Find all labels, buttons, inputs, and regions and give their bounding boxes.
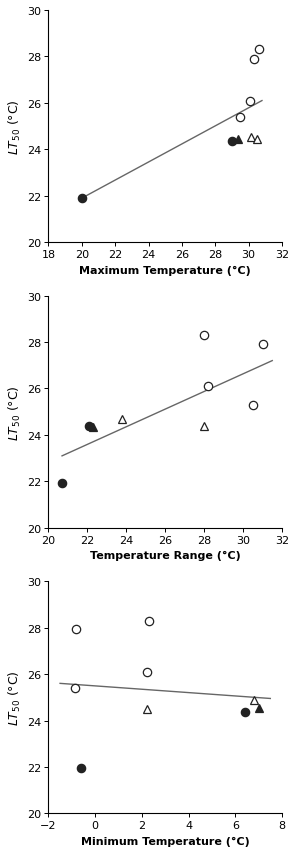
X-axis label: Maximum Temperature (°C): Maximum Temperature (°C) <box>79 265 251 276</box>
X-axis label: Minimum Temperature (°C): Minimum Temperature (°C) <box>81 836 250 846</box>
X-axis label: Temperature Range (°C): Temperature Range (°C) <box>90 551 241 560</box>
Y-axis label: $LT_{50}$ (°C): $LT_{50}$ (°C) <box>7 385 23 440</box>
Y-axis label: $LT_{50}$ (°C): $LT_{50}$ (°C) <box>7 99 23 154</box>
Y-axis label: $LT_{50}$ (°C): $LT_{50}$ (°C) <box>7 670 23 725</box>
